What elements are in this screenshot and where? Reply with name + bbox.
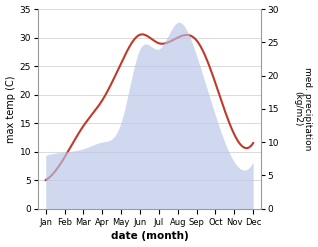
Y-axis label: med. precipitation
(kg/m2): med. precipitation (kg/m2): [293, 67, 313, 150]
X-axis label: date (month): date (month): [111, 231, 188, 242]
Y-axis label: max temp (C): max temp (C): [5, 75, 16, 143]
